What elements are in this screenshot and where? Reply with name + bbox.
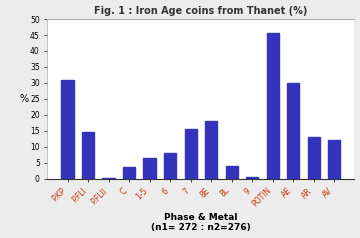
Bar: [123, 167, 135, 178]
X-axis label: Phase & Metal
(n1= 272 : n2=276): Phase & Metal (n1= 272 : n2=276): [151, 213, 251, 233]
Bar: [287, 83, 300, 178]
Bar: [308, 137, 320, 178]
Bar: [267, 34, 279, 178]
Title: Fig. 1 : Iron Age coins from Thanet (%): Fig. 1 : Iron Age coins from Thanet (%): [94, 5, 308, 15]
Bar: [82, 132, 94, 178]
Bar: [205, 121, 217, 178]
Y-axis label: %: %: [20, 94, 29, 104]
Bar: [328, 140, 341, 178]
Bar: [62, 80, 74, 178]
Bar: [164, 153, 176, 178]
Bar: [185, 129, 197, 178]
Bar: [144, 158, 156, 178]
Bar: [246, 177, 258, 178]
Bar: [226, 166, 238, 178]
